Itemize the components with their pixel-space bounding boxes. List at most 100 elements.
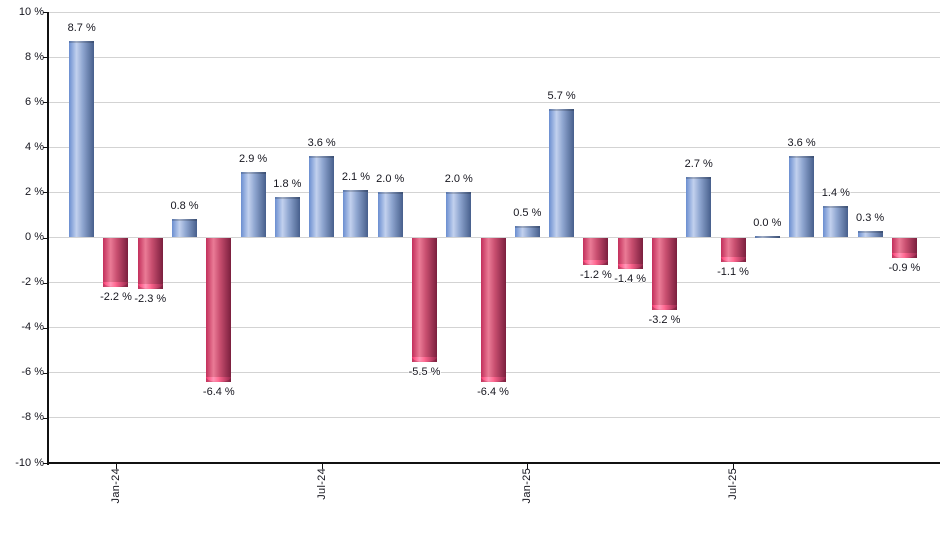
bar-top-edge: [549, 108, 575, 111]
bar-bottom-cap: [137, 284, 163, 290]
x-axis-tick-label: Jul-24: [272, 468, 372, 528]
bar-Jul-25: [720, 237, 746, 263]
bar-Nov-24: [446, 192, 472, 238]
x-axis-line: [47, 462, 940, 464]
y-axis-tick: [43, 57, 48, 59]
gridline: [48, 146, 940, 148]
bar-value-label: -1.4 %: [614, 273, 647, 286]
y-axis-tick: [43, 237, 48, 239]
x-axis-tick: [115, 463, 117, 469]
y-axis-tick-label: -2 %: [21, 276, 44, 289]
bar-bottom-cap: [720, 257, 746, 263]
y-axis-tick-label: -10 %: [15, 456, 44, 469]
bar-top-edge: [240, 172, 266, 175]
y-axis-tick-label: 8 %: [25, 50, 44, 63]
y-axis-tick: [43, 282, 48, 284]
bar-bottom-cap: [480, 376, 506, 382]
bar-bottom-cap: [651, 304, 677, 310]
x-axis-tick-label-text: Jul-25: [727, 468, 740, 500]
bar-value-label: -1.1 %: [717, 266, 749, 279]
x-axis-tick-label: Jul-25: [683, 468, 783, 528]
bar-value-label: -3.2 %: [648, 313, 681, 326]
bar-value-label: -1.2 %: [579, 268, 612, 281]
bar-top-edge: [69, 41, 95, 44]
bar-Jan-25: [514, 226, 540, 238]
y-axis-tick: [43, 102, 48, 104]
y-axis-tick: [43, 372, 48, 374]
bar-bottom-cap: [617, 264, 643, 270]
bar-top-edge: [172, 219, 198, 222]
y-axis-tick: [43, 327, 48, 329]
bar-Jun-25: [686, 176, 712, 238]
bar-Jun-24: [274, 196, 300, 238]
bar-value-label: -5.5 %: [408, 365, 441, 378]
bar-Sep-24: [377, 192, 403, 238]
bar-value-label: 0.0 %: [753, 217, 782, 230]
gridline: [48, 191, 940, 193]
bar-Dec-23: [69, 41, 95, 238]
x-axis-tick-label-text: Jul-24: [315, 468, 328, 500]
bar-value-label: 5.7 %: [547, 89, 576, 102]
bar-value-label: 3.6 %: [307, 137, 336, 150]
gridline: [48, 101, 940, 103]
y-axis-line: [47, 12, 49, 465]
bar-top-edge: [309, 156, 335, 159]
x-axis-tick: [733, 463, 735, 469]
bar-top-edge: [857, 230, 883, 233]
bar-Feb-24: [137, 237, 163, 290]
y-axis-tick-label: 0 %: [25, 231, 44, 243]
bar-value-label: 1.8 %: [273, 177, 302, 190]
y-axis-tick-label: 10 %: [18, 5, 44, 18]
y-axis-tick-label: 2 %: [25, 185, 44, 198]
x-axis-tick-label: Jan-24: [66, 468, 166, 528]
bar-top-edge: [514, 226, 540, 229]
gridline: [48, 56, 940, 58]
y-axis-tick-label: -8 %: [21, 411, 44, 424]
x-axis-tick: [527, 463, 529, 469]
bar-value-label: 2.0 %: [376, 173, 405, 186]
bar-top-edge: [686, 176, 712, 179]
bar-Feb-25: [549, 108, 575, 238]
bar-Dec-25: [891, 237, 917, 258]
y-axis-tick: [43, 192, 48, 194]
bar-Oct-25: [823, 205, 849, 238]
bar-Mar-24: [172, 219, 198, 238]
bar-top-edge: [754, 236, 780, 239]
bar-Oct-24: [412, 237, 437, 362]
x-axis-tick-label: Jan-25: [477, 468, 577, 528]
bar-value-label: -6.4 %: [202, 385, 235, 398]
bar-value-label: -6.4 %: [477, 385, 509, 398]
bar-Mar-25: [583, 237, 609, 265]
bar-bottom-cap: [103, 282, 129, 288]
bar-top-edge: [823, 205, 849, 208]
bar-bottom-cap: [891, 252, 917, 258]
bar-value-label: 1.4 %: [821, 186, 850, 199]
y-axis-tick-label: 4 %: [25, 140, 44, 153]
bar-Sep-25: [789, 156, 815, 238]
bar-top-edge: [377, 192, 403, 195]
bar-May-24: [240, 172, 266, 238]
bar-value-label: -2.3 %: [134, 293, 167, 306]
bar-value-label: 0.8 %: [170, 200, 199, 213]
bar-Nov-25: [857, 230, 883, 238]
bar-value-label: 2.0 %: [444, 173, 473, 186]
bar-bottom-cap: [583, 259, 609, 265]
bar-value-label: 8.7 %: [67, 22, 96, 35]
bar-value-label: -0.9 %: [888, 261, 921, 274]
y-axis-tick: [43, 417, 48, 419]
bar-value-label: 0.3 %: [856, 211, 885, 224]
gridline: [48, 11, 940, 13]
bar-value-label: -2.2 %: [100, 291, 132, 304]
bar-Apr-24: [206, 237, 232, 382]
bar-May-25: [651, 237, 677, 310]
bar-value-label: 2.9 %: [239, 153, 268, 166]
bar-Jul-24: [309, 156, 335, 238]
y-axis-tick-label: 6 %: [25, 95, 44, 108]
y-axis-tick: [43, 12, 48, 13]
bar-value-label: 2.7 %: [684, 157, 713, 170]
bar-bottom-cap: [412, 356, 437, 362]
y-axis-tick-label: -6 %: [21, 366, 44, 379]
bar-bottom-cap: [206, 376, 232, 382]
bar-value-label: 0.5 %: [513, 207, 542, 220]
